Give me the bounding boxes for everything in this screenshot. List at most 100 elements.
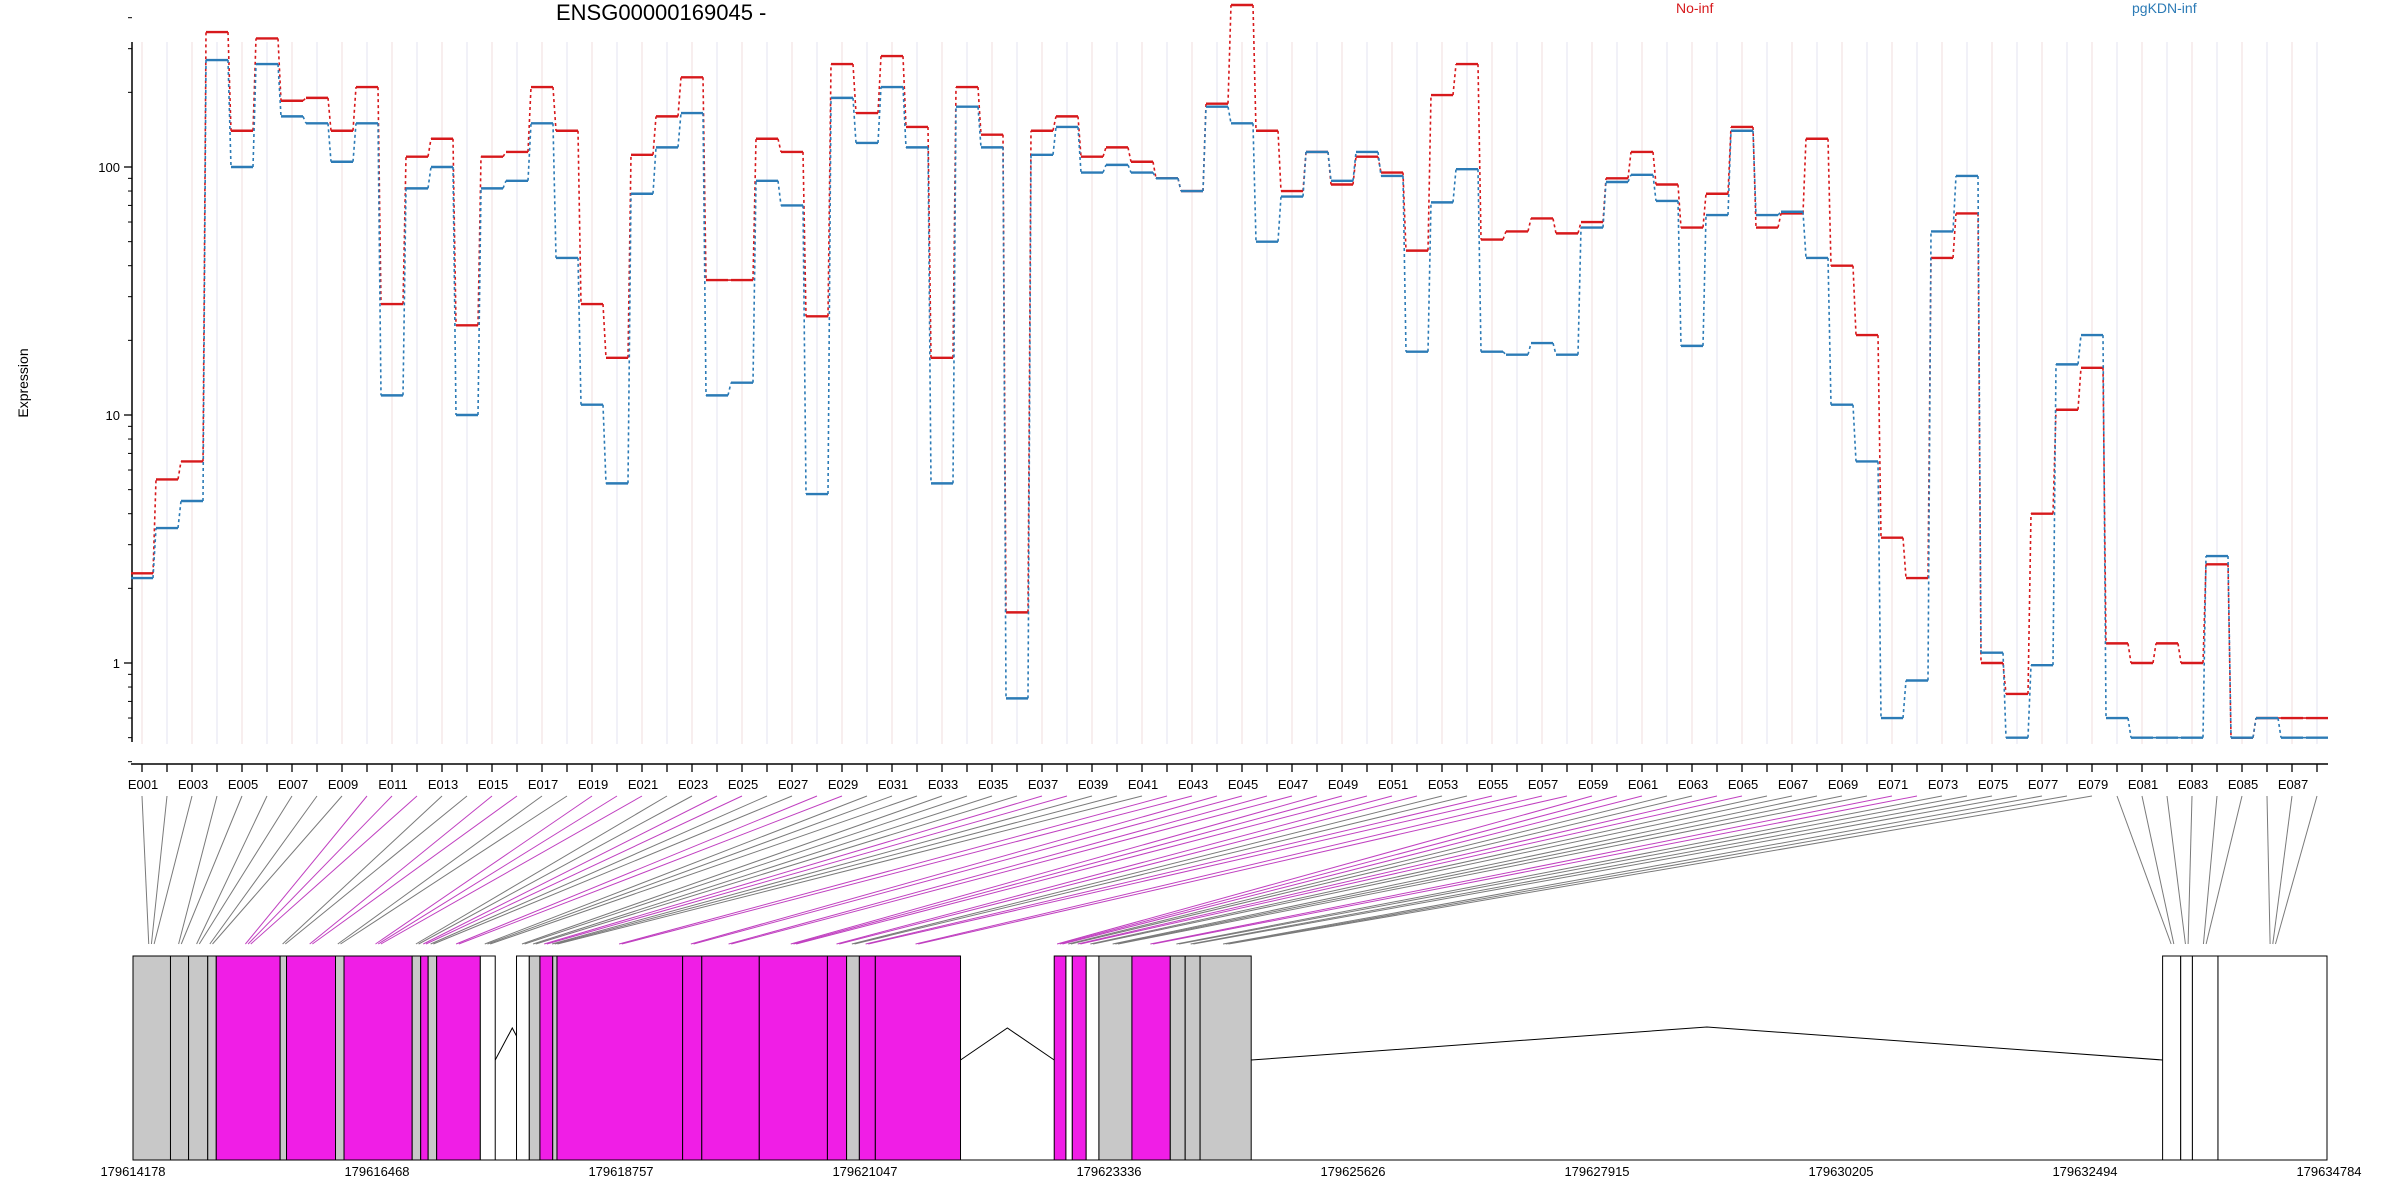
series-connector-no-inf — [1502, 231, 1507, 240]
exon-connector-line — [425, 795, 743, 945]
x-tick-label: E003 — [178, 777, 208, 792]
series-connector-no-inf — [1052, 116, 1057, 131]
exon-connector-line — [546, 795, 1068, 945]
exon-connector-line — [1222, 795, 2043, 945]
exon-block — [215, 955, 281, 1161]
x-tick-label: E075 — [1978, 777, 2008, 792]
series-connector-pgkdn-inf — [1277, 196, 1282, 242]
series-connector-pgkdn-inf — [302, 116, 307, 124]
series-connector-pgkdn-inf — [477, 188, 482, 416]
legend-label-pgkdn-inf: pgKDN-inf — [2132, 0, 2197, 16]
exon-connector-line — [1092, 795, 1793, 945]
exon-connector-line — [1117, 795, 1868, 945]
x-tick-label: E033 — [928, 777, 958, 792]
series-connector-no-inf — [227, 32, 232, 131]
series-connector-no-inf — [552, 87, 557, 131]
series-connector-no-inf — [1327, 151, 1332, 185]
x-tick-label: E065 — [1728, 777, 1758, 792]
series-connector-no-inf — [1527, 218, 1532, 232]
exon-block — [1184, 955, 1201, 1161]
series-connector-pgkdn-inf — [1627, 174, 1632, 183]
series-connector-pgkdn-inf — [2027, 665, 2032, 738]
series-connector-no-inf — [1552, 218, 1557, 234]
series-connector-no-inf — [2102, 367, 2107, 644]
series-connector-pgkdn-inf — [1877, 461, 1882, 719]
series-connector-pgkdn-inf — [1052, 126, 1057, 155]
y-tick-label: 100 — [98, 160, 120, 175]
exon-block — [1131, 955, 1171, 1161]
x-tick-label: E079 — [2078, 777, 2108, 792]
exon-connector-line — [309, 795, 493, 945]
x-tick-label: E009 — [328, 777, 358, 792]
series-connector-pgkdn-inf — [1827, 257, 1832, 405]
intron-line — [1251, 1026, 2163, 1061]
series-connector-no-inf — [2202, 564, 2207, 664]
series-connector-pgkdn-inf — [1252, 123, 1257, 242]
series-connector-pgkdn-inf — [652, 147, 657, 194]
series-connector-pgkdn-inf — [1327, 151, 1332, 181]
series-connector-pgkdn-inf — [1727, 130, 1732, 216]
series-connector-pgkdn-inf — [1652, 174, 1657, 201]
exon-block — [2191, 955, 2219, 1161]
series-connector-no-inf — [977, 87, 982, 135]
series-connector-no-inf — [577, 130, 582, 305]
x-tick-label: E023 — [678, 777, 708, 792]
exon-connector-line — [1068, 795, 1668, 945]
exon-connector-line — [178, 795, 218, 945]
series-connector-no-inf — [902, 56, 907, 128]
series-connector-no-inf — [1627, 151, 1632, 179]
x-tick-label: E085 — [2228, 777, 2258, 792]
series-connector-pgkdn-inf — [1177, 178, 1182, 192]
x-tick-label: E011 — [378, 777, 407, 792]
genomic-coordinate-label: 179623336 — [1076, 1164, 1141, 1179]
series-connector-no-inf — [627, 154, 632, 358]
series-connector-no-inf — [452, 138, 457, 326]
series-connector-no-inf — [352, 87, 357, 131]
exon-connector-line — [865, 795, 1493, 945]
series-connector-pgkdn-inf — [927, 147, 932, 484]
x-tick-label: E031 — [878, 777, 908, 792]
series-connector-no-inf — [1077, 116, 1082, 157]
series-connector-pgkdn-inf — [2227, 556, 2232, 738]
series-connector-no-inf — [1352, 156, 1357, 185]
x-tick-label: E041 — [1128, 777, 1158, 792]
series-connector-no-inf — [1577, 221, 1582, 234]
exon-connector-line — [2116, 795, 2172, 945]
exon-connector-line — [1090, 795, 1768, 945]
series-connector-pgkdn-inf — [1902, 680, 1907, 719]
exon-block — [758, 955, 828, 1161]
series-connector-no-inf — [1152, 161, 1157, 179]
exon-connector-line — [836, 795, 1393, 945]
series-connector-no-inf — [402, 156, 407, 305]
x-tick-label: E087 — [2278, 777, 2308, 792]
series-connector-pgkdn-inf — [152, 528, 157, 579]
genomic-coordinate-label: 179614178 — [100, 1164, 165, 1179]
series-connector-pgkdn-inf — [277, 64, 282, 117]
series-connector-no-inf — [2227, 564, 2232, 738]
exon-connector-line — [282, 795, 443, 945]
y-tick-label: 1 — [113, 656, 120, 671]
exon-block — [2217, 955, 2328, 1161]
exon-block — [343, 955, 413, 1161]
series-connector-no-inf — [427, 138, 432, 157]
series-connector-pgkdn-inf — [1502, 351, 1507, 356]
exon-connector-line — [150, 795, 168, 945]
x-tick-label: E035 — [978, 777, 1008, 792]
exon-connector-line — [375, 795, 593, 945]
series-connector-pgkdn-inf — [1427, 202, 1432, 352]
exon-block — [1199, 955, 1252, 1161]
exon-connector-line — [554, 795, 1118, 945]
exon-block — [1098, 955, 1133, 1161]
series-connector-pgkdn-inf — [752, 180, 757, 383]
exon-block — [2180, 955, 2193, 1161]
series-connector-pgkdn-inf — [1852, 404, 1857, 462]
exon-connector-line — [1115, 795, 1843, 945]
series-connector-pgkdn-inf — [902, 87, 907, 148]
exon-connector-line — [1176, 795, 1943, 945]
exon-connector-line — [851, 795, 1443, 945]
series-connector-pgkdn-inf — [1077, 126, 1082, 173]
page-title: ENSG00000169045 - — [556, 0, 767, 25]
series-connector-no-inf — [752, 138, 757, 281]
x-tick-label: E037 — [1028, 777, 1058, 792]
series-connector-no-inf — [1227, 4, 1232, 104]
